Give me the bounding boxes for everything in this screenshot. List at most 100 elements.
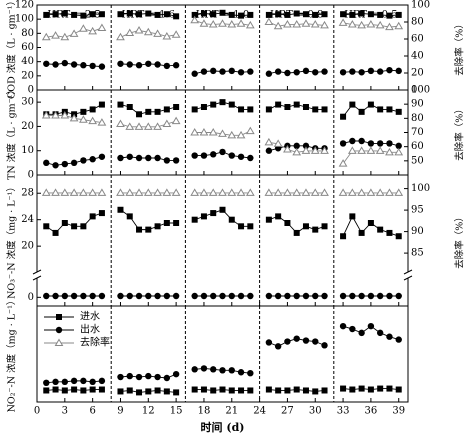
triangle-marker [116, 119, 125, 127]
circle-marker [210, 292, 217, 300]
triangle-marker [199, 188, 209, 196]
y-axis-title: TN 浓度（L · gm⁻¹） [6, 85, 18, 180]
circle-marker [98, 377, 106, 385]
circle-marker [237, 369, 245, 376]
circle-marker [265, 292, 273, 300]
circle-marker [80, 62, 87, 69]
circle-marker [367, 140, 375, 147]
square-marker [293, 229, 300, 236]
triangle-marker [97, 118, 107, 126]
square-marker [52, 229, 59, 236]
circle-marker [145, 372, 152, 380]
triangle-marker [134, 122, 144, 130]
square-marker [43, 223, 50, 230]
circle-marker [52, 162, 59, 169]
square-marker [284, 387, 291, 394]
y2-axis-title: 去除率（%） [454, 19, 466, 76]
circle-marker [163, 157, 171, 164]
square-marker [349, 101, 356, 108]
triangle-marker [171, 188, 181, 196]
y2-tick-label: 80 [411, 113, 424, 124]
square-marker [173, 104, 180, 110]
circle-marker [349, 292, 356, 300]
circle-marker [154, 154, 161, 162]
circle-marker [117, 373, 124, 381]
circle-marker [395, 67, 402, 75]
triangle-marker [347, 146, 357, 154]
triangle-marker [273, 21, 283, 30]
triangle-marker [60, 111, 70, 119]
square-marker [265, 106, 272, 113]
square-marker [200, 10, 207, 17]
circle-marker [135, 62, 143, 69]
square-marker [293, 101, 300, 108]
square-marker [377, 385, 384, 392]
square-marker [210, 11, 217, 18]
square-marker [89, 213, 96, 220]
triangle-marker [301, 146, 311, 154]
square-marker [275, 213, 282, 220]
square-marker [293, 386, 300, 393]
y2-tick-label: 70 [411, 127, 424, 138]
circle-marker [80, 377, 87, 385]
circle-marker [312, 292, 319, 300]
square-marker [210, 387, 217, 394]
circle-marker [70, 292, 78, 300]
circle-marker [200, 292, 208, 300]
square-marker [154, 387, 161, 394]
y2-tick-label: 60 [411, 141, 424, 152]
triangle-marker [41, 111, 51, 119]
triangle-marker [385, 147, 394, 156]
triangle-marker [366, 146, 376, 154]
circle-marker [349, 325, 356, 333]
square-marker [265, 11, 272, 18]
circle-marker [210, 67, 217, 75]
square-marker [367, 220, 374, 226]
square-marker [395, 108, 402, 115]
triangle-marker [41, 32, 51, 41]
square-marker [71, 386, 78, 393]
triangle-marker [218, 19, 227, 27]
square-marker [71, 11, 78, 18]
square-marker [126, 387, 133, 394]
square-marker [61, 220, 68, 226]
square-marker [219, 99, 226, 106]
y-tick-label: 0 [28, 170, 34, 181]
circle-marker [200, 152, 208, 159]
x-tick-label: 24 [253, 406, 266, 417]
triangle-marker [320, 188, 329, 196]
y-tick-label: 0 [28, 292, 34, 303]
square-marker [377, 106, 384, 113]
square-marker [136, 389, 143, 396]
circle-marker [200, 68, 208, 75]
circle-marker [302, 142, 310, 150]
y-axis-title: COD 浓度（L · gm⁻¹） [6, 0, 18, 99]
square-marker [52, 11, 59, 18]
circle-marker [395, 292, 402, 300]
triangle-marker [236, 130, 246, 139]
circle-marker [191, 292, 198, 300]
triangle-marker [208, 128, 218, 136]
circle-marker [145, 60, 152, 67]
x-tick-label: 18 [198, 406, 211, 417]
square-marker [173, 13, 180, 20]
square-marker [247, 387, 254, 394]
square-marker [61, 10, 68, 17]
circle-marker [43, 159, 50, 167]
y2-tick-label: 50 [411, 155, 424, 166]
y2-tick-label: 100 [411, 183, 430, 194]
circle-marker [52, 61, 59, 68]
y2-tick-label: 100 [411, 0, 430, 11]
axis-break-gap [405, 272, 411, 278]
triangle-marker [283, 145, 292, 153]
square-marker [163, 220, 170, 226]
square-marker [349, 11, 356, 18]
triangle-marker [69, 188, 79, 196]
square-marker [302, 104, 309, 110]
triangle-marker [292, 188, 302, 196]
square-marker [247, 106, 254, 113]
circle-marker [61, 160, 69, 168]
square-marker [340, 385, 347, 392]
circle-marker [293, 335, 300, 342]
square-marker [238, 12, 245, 19]
